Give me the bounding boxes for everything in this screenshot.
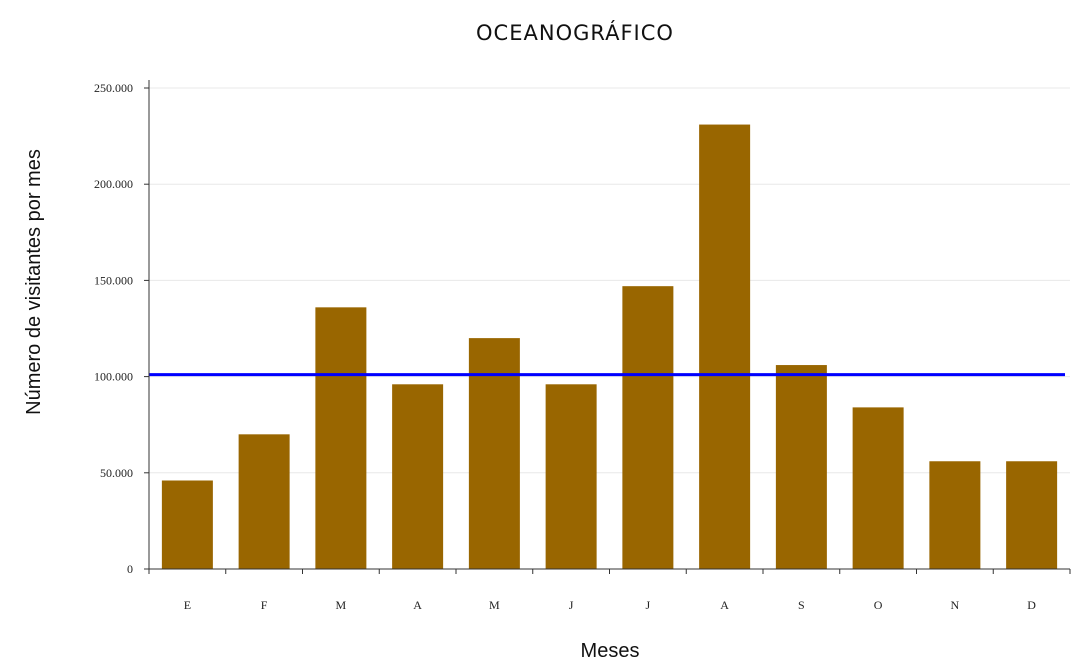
- x-tick-label: A: [720, 598, 729, 612]
- bar: [392, 384, 443, 569]
- bar: [315, 307, 366, 569]
- x-tick-label: M: [489, 598, 500, 612]
- bars: [162, 125, 1057, 569]
- x-tick-label: O: [874, 598, 883, 612]
- y-tick-label: 0: [127, 562, 133, 576]
- x-tick-label: J: [569, 598, 574, 612]
- bar: [929, 461, 980, 569]
- y-tick-label: 250.000: [94, 81, 133, 95]
- y-tick-label: 200.000: [94, 177, 133, 191]
- bar: [469, 338, 520, 569]
- y-axis-title: Número de visitantes por mes: [23, 149, 45, 415]
- x-tick-label: N: [951, 598, 960, 612]
- x-tick-label: F: [261, 598, 268, 612]
- x-tick-label: A: [413, 598, 422, 612]
- x-tick-label: E: [184, 598, 191, 612]
- gridlines: [149, 88, 1070, 473]
- bar: [1006, 461, 1057, 569]
- bar: [776, 365, 827, 569]
- chart-title: OCEANOGRÁFICO: [476, 20, 674, 45]
- x-tick-label: S: [798, 598, 805, 612]
- bar: [162, 480, 213, 569]
- y-tick-label: 150.000: [94, 273, 133, 287]
- bar: [239, 434, 290, 569]
- x-tick-label: D: [1027, 598, 1036, 612]
- bar: [546, 384, 597, 569]
- x-tick-label: M: [336, 598, 347, 612]
- x-axis-title: Meses: [581, 640, 640, 662]
- y-tick-label: 50.000: [100, 466, 133, 480]
- y-tick-label: 100.000: [94, 370, 133, 384]
- y-axis-ticks: 0 50.000 100.000 150.000 200.000 250.000: [94, 81, 149, 576]
- bar: [622, 286, 673, 569]
- bar: [699, 125, 750, 569]
- x-tick-label: J: [646, 598, 651, 612]
- bar: [853, 407, 904, 569]
